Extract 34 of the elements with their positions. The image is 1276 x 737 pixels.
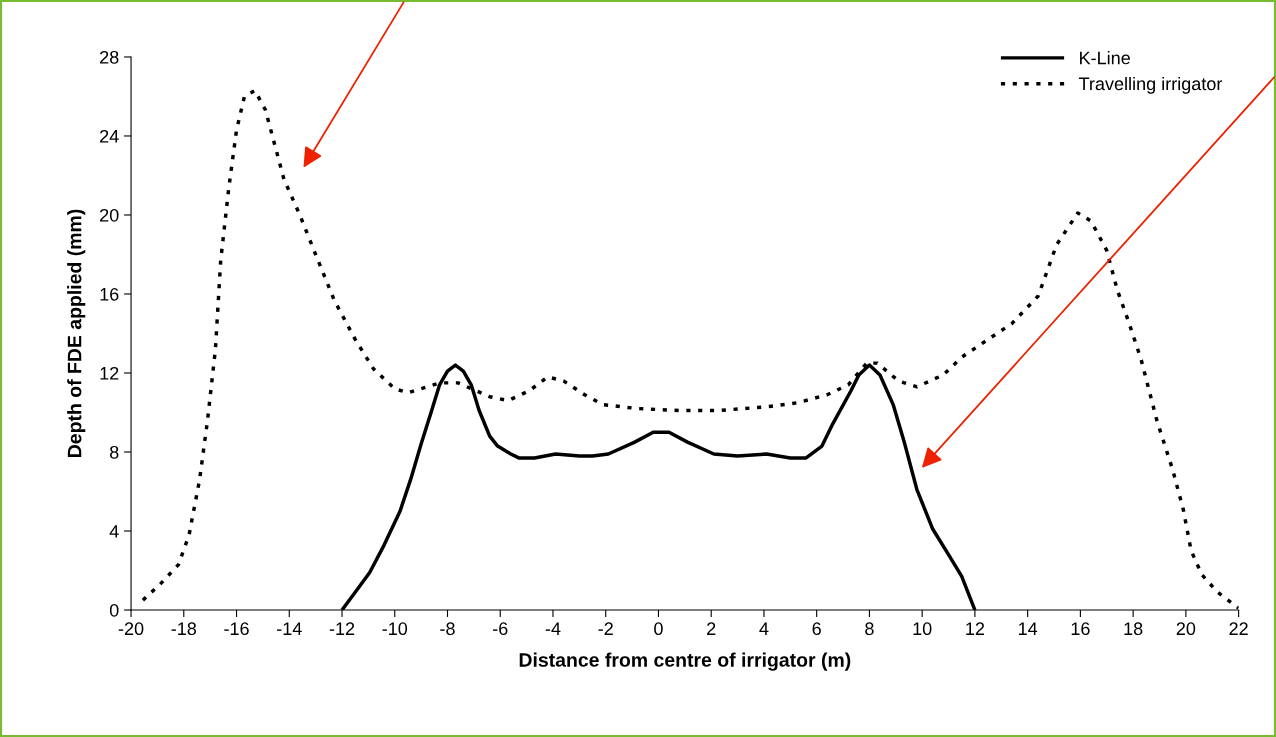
legend-label: Travelling irrigator (1078, 76, 1223, 94)
x-tick-label: 20 (1176, 622, 1196, 636)
y-axis-title: Depth of FDE applied (mm) (67, 209, 86, 457)
x-tick-label: -8 (440, 622, 455, 636)
x-tick-label: 12 (966, 622, 985, 635)
legend-label: K-Line (1080, 51, 1130, 65)
x-tick-label: 8 (865, 622, 874, 636)
y-tick-label: 12 (100, 366, 119, 380)
x-tick-label: -14 (277, 622, 302, 635)
x-tick-label: -4 (545, 622, 561, 635)
y-tick-label: 8 (109, 445, 119, 459)
x-tick-label: 0 (654, 622, 663, 636)
x-tick-label: -16 (224, 622, 249, 636)
x-tick-label: 16 (1071, 622, 1090, 636)
y-tick-label: 4 (109, 525, 119, 538)
x-tick-label: 18 (1124, 622, 1143, 636)
x-tick-label: -6 (493, 622, 508, 636)
x-tick-label: -2 (598, 622, 613, 635)
x-tick-label: 2 (707, 622, 716, 635)
x-tick-label: 10 (913, 622, 932, 636)
x-tick-label: 14 (1018, 622, 1038, 635)
y-tick-label: 0 (109, 603, 119, 617)
x-tick-label: 4 (759, 622, 769, 635)
x-tick-label: -20 (118, 622, 144, 636)
y-tick-label: 24 (100, 129, 119, 143)
y-tick-label: 16 (100, 287, 119, 301)
x-tick-label: 22 (1229, 622, 1248, 635)
x-tick-label: -12 (329, 622, 355, 635)
y-tick-label: 28 (100, 50, 119, 64)
x-axis-title: Distance from centre of irrigator (m) (519, 652, 851, 671)
y-tick-label: 20 (100, 208, 119, 222)
x-tick-label: -10 (382, 622, 408, 636)
x-tick-label: -18 (171, 622, 197, 636)
x-tick-label: 6 (812, 622, 821, 636)
